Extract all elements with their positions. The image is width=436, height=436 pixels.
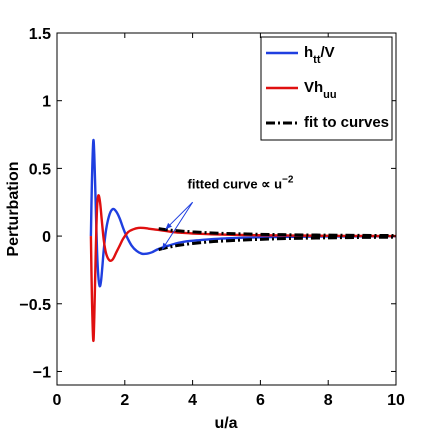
y-tick-label: 0 <box>42 229 51 246</box>
plot-area <box>89 138 396 343</box>
series-line-3 <box>158 227 396 238</box>
y-tick-label: −1 <box>33 364 51 381</box>
legend: htt/V Vhuu fit to curves <box>260 36 393 141</box>
legend-label-1: htt/V <box>304 44 335 66</box>
annotation-arrowhead <box>165 222 172 230</box>
y-tick-label: −0.5 <box>19 297 51 314</box>
legend-label-subscript: tt <box>313 54 321 66</box>
legend-label-tail: /V <box>321 44 335 61</box>
legend-label-main: fit to curves <box>304 114 389 131</box>
legend-label-subscript: uu <box>323 89 336 101</box>
annotation-text: fitted curve ∝ u−2 <box>188 175 294 192</box>
x-tick-label: 4 <box>188 392 197 409</box>
series-line-4 <box>158 235 396 252</box>
y-axis-label: Perturbation <box>5 161 22 256</box>
annotation: fitted curve ∝ u−2 <box>161 175 294 250</box>
y-tick-label: 1 <box>42 94 51 111</box>
x-axis-label: u/a <box>214 415 237 432</box>
annotation-superscript: −2 <box>282 175 294 186</box>
annotation-arrowhead <box>162 242 168 250</box>
y-tick-label: 1.5 <box>29 26 51 43</box>
legend-label-2: Vhuu <box>304 79 337 101</box>
x-tick-label: 8 <box>324 392 333 409</box>
axis-ticks: 0 2 4 6 8 10 −1 −0.5 0 0.5 1 1.5 <box>19 26 405 409</box>
legend-label-main: Vh <box>304 79 323 96</box>
x-tick-label: 10 <box>387 392 405 409</box>
legend-label-main: h <box>304 44 313 61</box>
x-tick-label: 0 <box>53 392 62 409</box>
plot-frame <box>56 32 397 386</box>
series-line-1 <box>89 138 396 288</box>
x-tick-label: 6 <box>256 392 265 409</box>
legend-label-3: fit to curves <box>304 114 389 131</box>
annotation-arrow-2 <box>161 201 194 250</box>
y-tick-label: 0.5 <box>29 161 51 178</box>
x-tick-label: 2 <box>120 392 129 409</box>
